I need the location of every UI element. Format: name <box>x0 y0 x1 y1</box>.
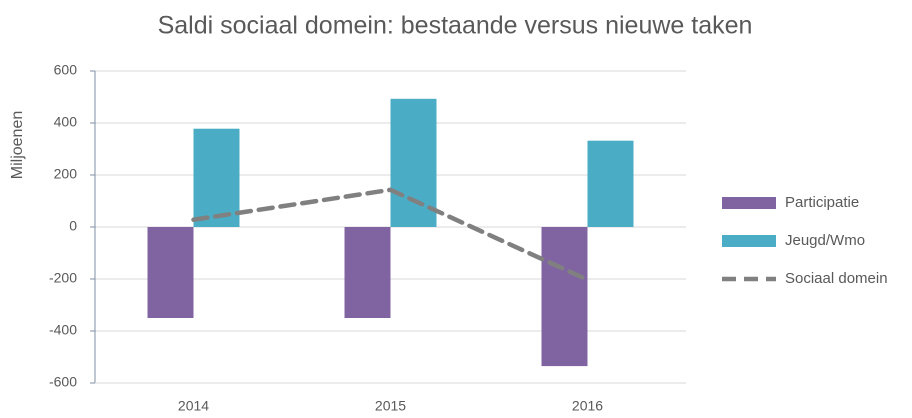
y-tick-label: 600 <box>54 62 78 78</box>
y-tick-label: 200 <box>54 166 78 182</box>
bar <box>147 227 194 318</box>
y-tick-label: 400 <box>54 114 78 130</box>
y-tick-label: -200 <box>49 270 77 286</box>
bar <box>344 227 391 318</box>
line <box>191 187 590 283</box>
legend-swatch <box>722 235 776 247</box>
x-tick-label: 2014 <box>178 398 209 414</box>
bar <box>193 128 240 227</box>
bar <box>587 140 634 227</box>
legend-label: Sociaal domein <box>785 270 888 287</box>
y-tick-label: -600 <box>49 374 77 390</box>
bar <box>541 227 588 367</box>
y-tick-label: -400 <box>49 322 77 338</box>
x-tick-label: 2016 <box>572 398 603 414</box>
y-tick-label: 0 <box>69 218 77 234</box>
legend-swatch <box>722 197 776 209</box>
x-tick-label: 2015 <box>375 398 406 414</box>
legend-label: Participatie <box>785 194 859 211</box>
legend-label: Jeugd/Wmo <box>785 232 865 249</box>
y-axis-label: Miljoenen <box>9 111 26 179</box>
chart-title: Saldi sociaal domein: bestaande versus n… <box>158 12 753 40</box>
